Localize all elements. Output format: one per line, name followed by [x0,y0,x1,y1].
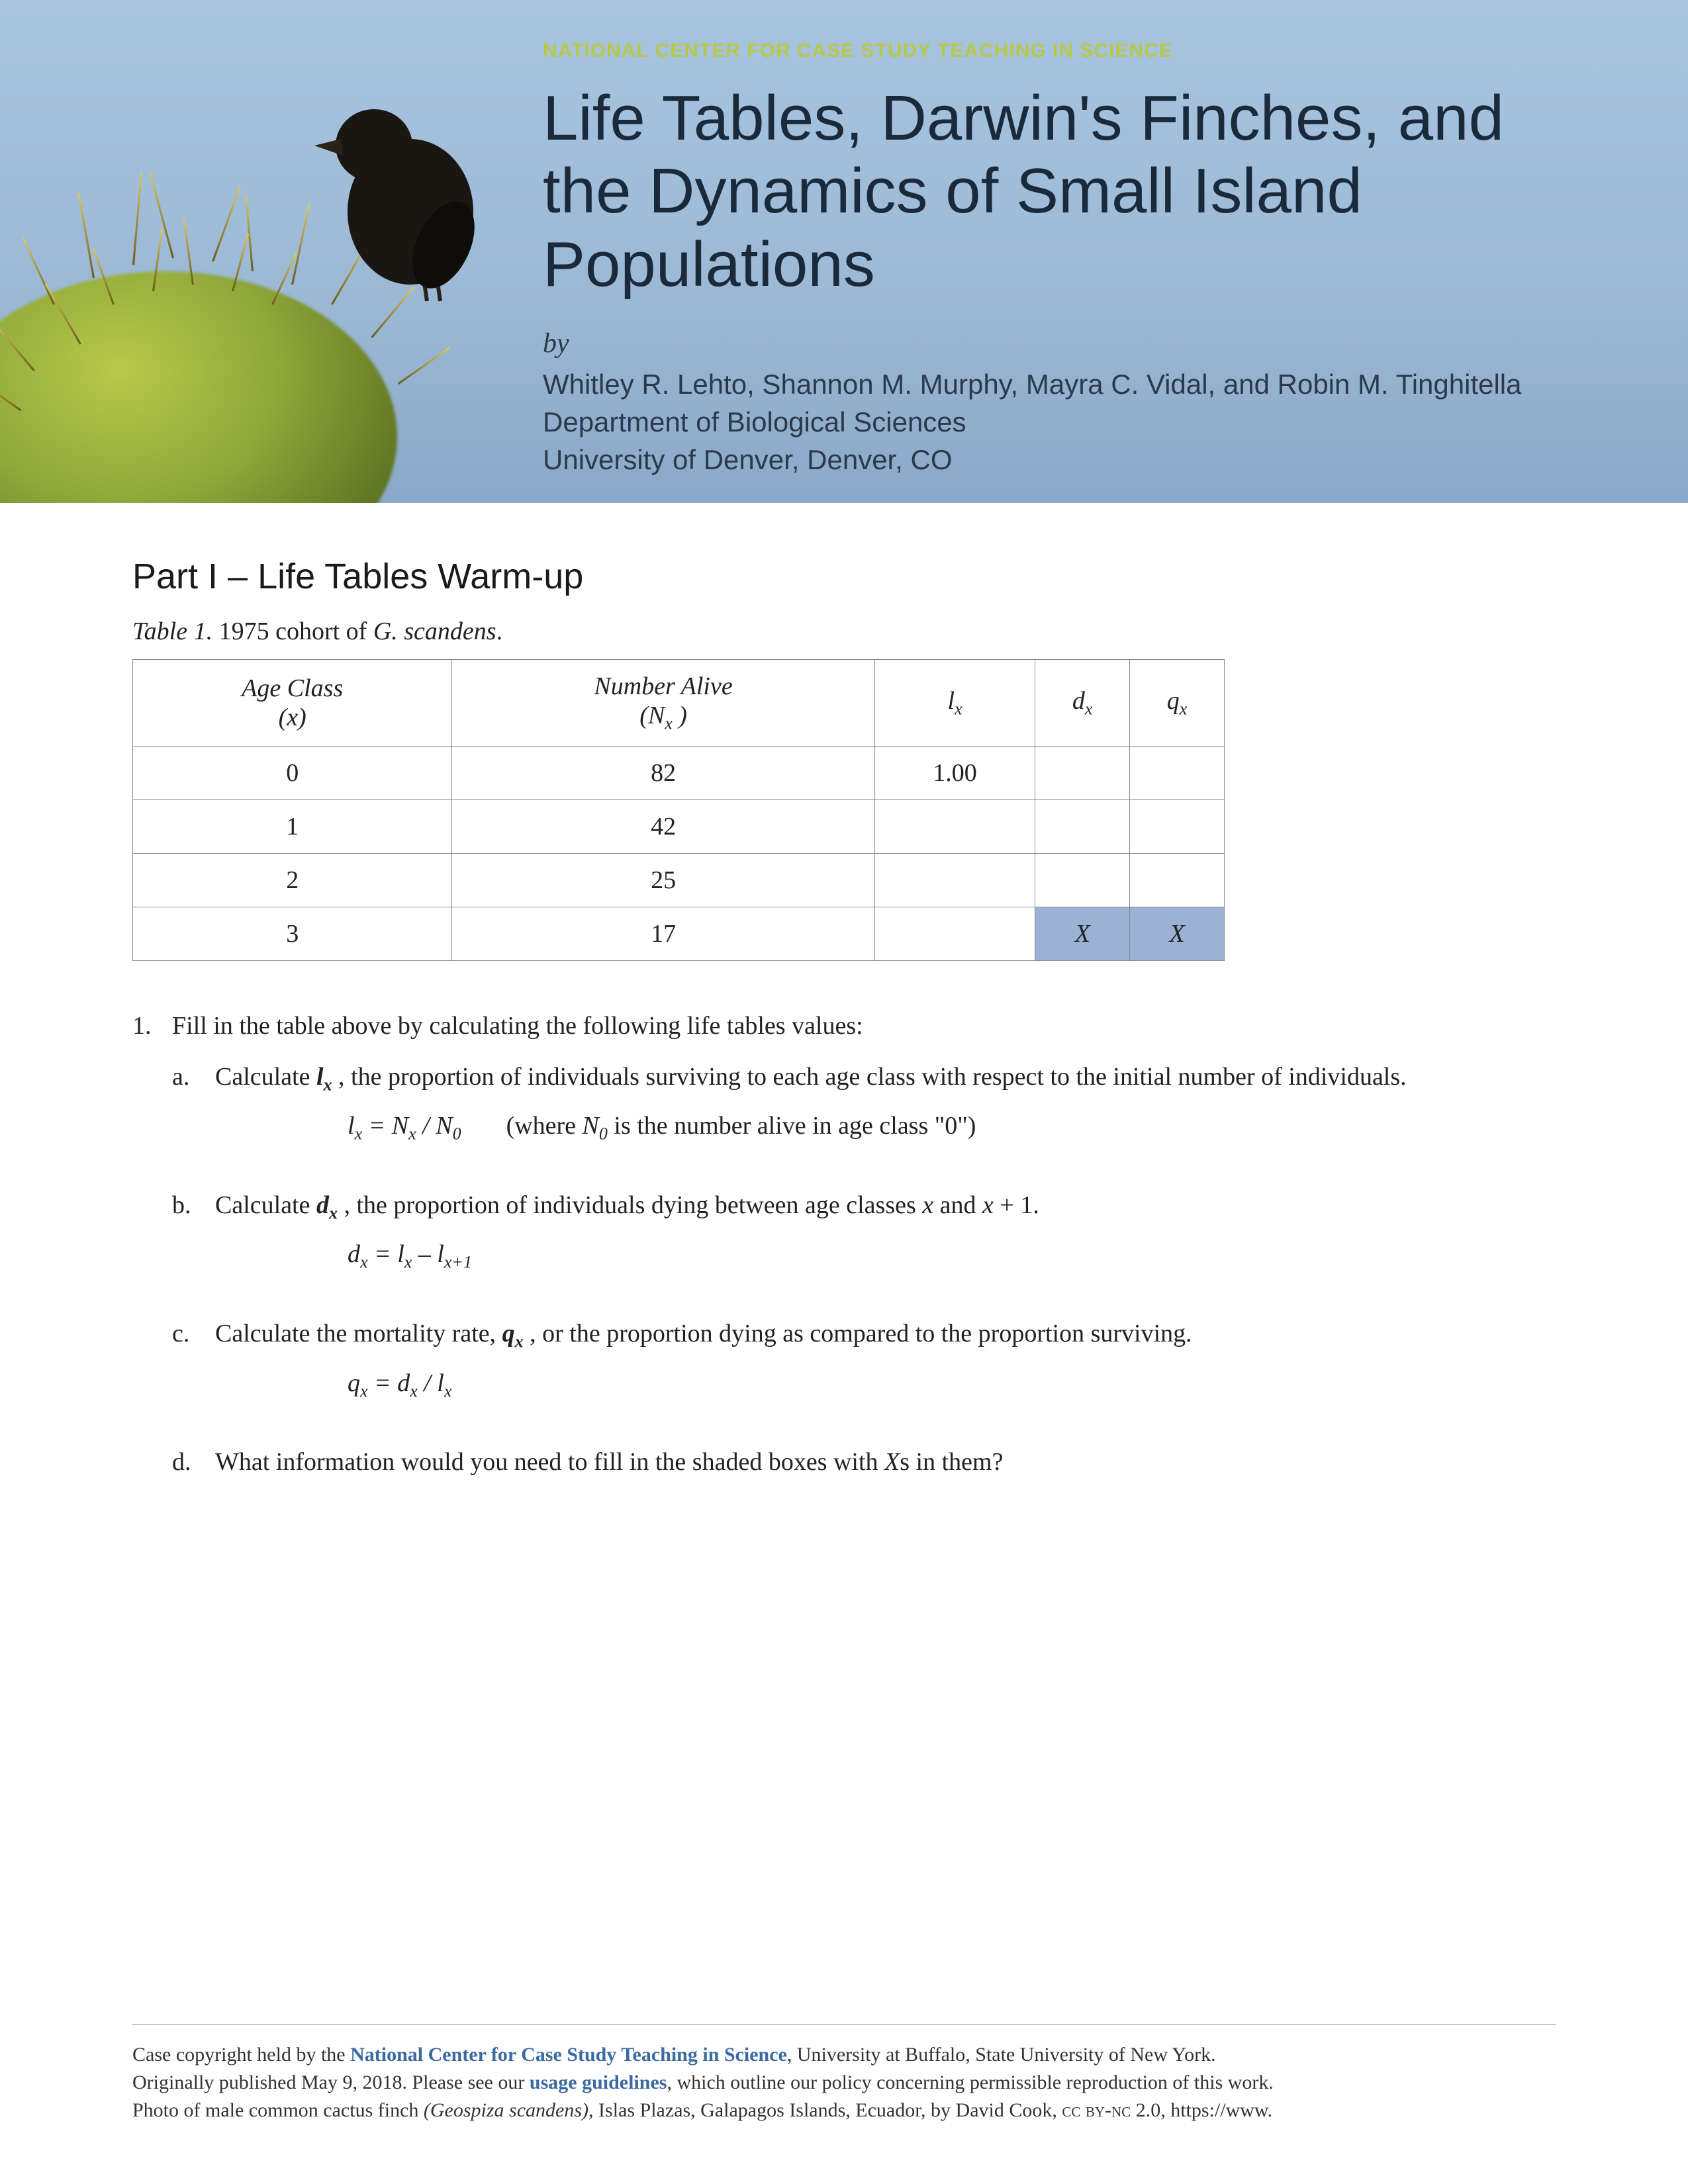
table-header-row: Age Class(x) Number Alive(Nx ) lx dx qx [133,660,1225,747]
col-lx: lx [874,660,1035,747]
sub-letter: d. [172,1443,215,1481]
byline-by: by [543,328,1602,359]
sub-letter: a. [172,1058,215,1154]
cell-n: 42 [452,799,874,853]
question-1a: a. Calculate lx , the proportion of indi… [172,1058,1556,1154]
question-number: 1. [132,1007,172,1045]
question-text: Fill in the table above by calculating t… [172,1007,1556,1045]
cell-d-shaded: X [1035,907,1130,960]
organization-name: NATIONAL CENTER FOR CASE STUDY TEACHING … [543,40,1602,62]
cell-q [1130,853,1225,907]
sub-body: Calculate lx , the proportion of individ… [215,1058,1556,1154]
sub-body: Calculate the mortality rate, qx , or th… [215,1315,1556,1410]
footer: Case copyright held by the National Cent… [132,2024,1556,2124]
part-title: Part I – Life Tables Warm-up [132,556,1556,597]
footer-line-2: Originally published May 9, 2018. Please… [132,2069,1556,2097]
table-caption: Table 1. 1975 cohort of G. scandens. [132,617,1556,646]
table-row: 2 25 [133,853,1225,907]
authors: Whitley R. Lehto, Shannon M. Murphy, May… [543,366,1602,404]
formula-qx: qx = dx / lx [348,1365,1556,1404]
sub-body: What information would you need to fill … [215,1443,1556,1481]
cell-d [1035,746,1130,799]
question-1b: b. Calculate dx , the proportion of indi… [172,1187,1556,1282]
cell-n: 25 [452,853,874,907]
cell-x: 2 [133,853,452,907]
table-row: 3 17 X X [133,907,1225,960]
table-label: Table 1. [132,617,212,645]
cell-n: 17 [452,907,874,960]
col-dx: dx [1035,660,1130,747]
footer-link-nccsts[interactable]: National Center for Case Study Teaching … [350,2044,787,2066]
cell-l [874,907,1035,960]
cell-l [874,853,1035,907]
header-text-block: NATIONAL CENTER FOR CASE STUDY TEACHING … [543,40,1602,478]
table-caption-period: . [496,617,503,645]
cell-l: 1.00 [874,746,1035,799]
cell-d [1035,853,1130,907]
col-age-class: Age Class(x) [133,660,452,747]
university: University of Denver, Denver, CO [543,441,1602,479]
question-1d: d. What information would you need to fi… [172,1443,1556,1481]
species-name: G. scandens [373,617,496,645]
footer-link-usage[interactable]: usage guidelines [530,2071,667,2093]
document-header: NATIONAL CENTER FOR CASE STUDY TEACHING … [0,0,1688,503]
table-row: 1 42 [133,799,1225,853]
footer-line-3: Photo of male common cactus finch (Geosp… [132,2097,1556,2124]
formula-lx: lx = Nx / N0 (where N0 is the number ali… [348,1107,1556,1147]
sub-letter: b. [172,1187,215,1282]
col-number-alive: Number Alive(Nx ) [452,660,874,747]
table-body: 0 82 1.00 1 42 2 25 3 [133,746,1225,960]
cell-n: 82 [452,746,874,799]
cell-q [1130,799,1225,853]
cell-q [1130,746,1225,799]
table-caption-text: 1975 cohort of [212,617,373,645]
question-1c: c. Calculate the mortality rate, qx , or… [172,1315,1556,1410]
cell-x: 1 [133,799,452,853]
cell-x: 0 [133,746,452,799]
footer-line-1: Case copyright held by the National Cent… [132,2041,1556,2069]
cell-x: 3 [133,907,452,960]
document-title: Life Tables, Darwin's Finches, and the D… [543,82,1602,301]
finch-illustration [311,79,496,304]
cell-q-shaded: X [1130,907,1225,960]
cell-d [1035,799,1130,853]
table-row: 0 82 1.00 [133,746,1225,799]
question-1: 1. Fill in the table above by calculatin… [132,1007,1556,1045]
questions-block: 1. Fill in the table above by calculatin… [132,1007,1556,1482]
sub-letter: c. [172,1315,215,1410]
formula-dx: dx = lx – lx+1 [348,1236,1556,1275]
main-content: Part I – Life Tables Warm-up Table 1. 19… [0,503,1688,1481]
life-table: Age Class(x) Number Alive(Nx ) lx dx qx … [132,659,1225,961]
col-qx: qx [1130,660,1225,747]
sub-body: Calculate dx , the proportion of individ… [215,1187,1556,1282]
cell-l [874,799,1035,853]
department: Department of Biological Sciences [543,404,1602,441]
